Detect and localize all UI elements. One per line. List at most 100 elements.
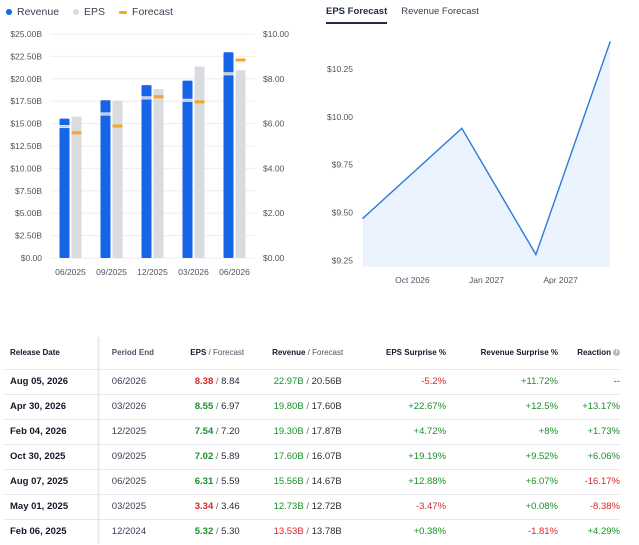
legend-item-forecast[interactable]: Forecast (119, 6, 173, 18)
header-eps-surprise[interactable]: EPS Surprise % (386, 348, 447, 358)
tab-eps-forecast[interactable]: EPS Forecast (326, 6, 388, 24)
value-separator: / (303, 401, 312, 412)
reaction-cell: -16.17% (558, 468, 620, 494)
eps-actual: 8.55 (194, 401, 214, 412)
eps-bar[interactable] (194, 66, 205, 258)
eps-forecast-marker (112, 124, 123, 128)
header-revenue-forecast-label: Forecast (312, 348, 344, 358)
reaction-cell: +13.17% (558, 393, 620, 419)
eps-actual: 3.34 (194, 501, 214, 512)
x-axis-tick-label: 12/2025 (137, 267, 168, 277)
eps-actual: 5.32 (194, 526, 214, 538)
eps-bar[interactable] (112, 100, 123, 258)
header-release-date[interactable]: Release Date (10, 348, 60, 358)
table-row[interactable]: Aug 07, 2025 06/2025 6.31 / 5.59 15.56B / 1… (4, 468, 620, 494)
revenue-bar[interactable] (223, 52, 234, 259)
table-row[interactable]: Feb 04, 2026 12/2025 7.54 / 7.20 19.30B / 1… (4, 418, 620, 444)
table-row[interactable]: Feb 06, 2025 12/2024 5.32 / 5.30 13.53B / 1… (4, 518, 620, 544)
eps-surprise-cell: +19.19% (359, 443, 447, 469)
legend-item-revenue[interactable]: Revenue (6, 6, 59, 18)
eps-bar[interactable] (235, 70, 246, 258)
eps-forecast: 6.97 (221, 401, 240, 412)
revenue-actual: 12.73B (273, 501, 304, 512)
table-row[interactable]: Aug 05, 2026 06/2026 8.38 / 8.84 22.97B / 2… (4, 368, 620, 394)
info-icon[interactable]: i (613, 349, 620, 357)
revenue-forecast: 17.87B (311, 426, 342, 437)
revenue-forecast-line (182, 99, 193, 102)
revenue-forecast: 16.07B (311, 451, 342, 462)
eps-forecast-point[interactable] (535, 253, 537, 256)
period-end-cell: 06/2026 (99, 368, 179, 394)
revenue-surprise-cell: +0.08% (446, 493, 559, 519)
revenue-dot-icon (6, 9, 12, 15)
tab-revenue-forecast[interactable]: Revenue Forecast (401, 6, 479, 17)
column-divider (96, 468, 100, 494)
period-end-cell: 03/2026 (99, 393, 179, 419)
value-separator: / (303, 501, 312, 512)
revenue-forecast: 13.78B (311, 526, 342, 538)
eps-forecast-point[interactable] (609, 41, 611, 43)
revenue-surprise-cell: +6.07% (446, 468, 559, 494)
eps-cell: 6.31 / 5.59 (178, 468, 257, 494)
eps-bar[interactable] (71, 116, 82, 258)
reaction-cell: +1.73% (558, 418, 620, 444)
eps-bar[interactable] (153, 89, 164, 258)
eps-forecast-marker (194, 100, 205, 104)
eps-forecast-line[interactable] (362, 41, 611, 257)
eps-actual: 7.02 (194, 451, 214, 462)
eps-actual: 6.31 (194, 476, 214, 487)
eps-forecast-marker (71, 131, 82, 135)
y-axis-tick-label: $9.50 (332, 207, 354, 217)
revenue-bar[interactable] (59, 118, 70, 258)
table-row[interactable]: May 01, 2025 03/2025 3.34 / 3.46 12.73B / 1… (4, 493, 620, 519)
legend-item-eps[interactable]: EPS (73, 6, 105, 18)
revenue-forecast-line (223, 72, 234, 75)
column-divider (96, 418, 100, 444)
header-eps-forecast-label: Forecast (213, 348, 245, 358)
value-separator: / (213, 451, 222, 462)
x-axis-tick-label: 06/2026 (219, 267, 250, 277)
eps-forecast-point[interactable] (362, 217, 364, 219)
revenue-actual: 19.30B (273, 426, 304, 437)
period-end-cell: 09/2025 (99, 443, 179, 469)
header-revenue-label: Revenue (272, 348, 306, 358)
revenue-cell: 19.30B / 17.87B (256, 418, 360, 444)
revenue-bar[interactable] (100, 100, 111, 258)
table-row[interactable]: Apr 30, 2026 03/2026 8.55 / 6.97 19.80B / 1… (4, 393, 620, 419)
header-revenue-surprise[interactable]: Revenue Surprise % (480, 348, 559, 358)
eps-cell: 5.32 / 5.30 (178, 518, 257, 544)
eps-cell: 7.02 / 5.89 (178, 443, 257, 469)
eps-forecast-marker (235, 58, 246, 62)
eps-forecast-area (363, 42, 610, 267)
revenue-bar[interactable] (141, 85, 152, 259)
table-row[interactable]: Oct 30, 2025 09/2025 7.02 / 5.89 17.60B / 1… (4, 443, 620, 469)
reaction-cell: +4.29% (558, 518, 620, 544)
header-slash: / (208, 348, 213, 358)
table-body: Aug 05, 2026 06/2026 8.38 / 8.84 22.97B / 2… (4, 368, 620, 544)
eps-surprise-cell: +12.88% (359, 468, 447, 494)
header-period-end[interactable]: Period End (111, 348, 155, 358)
revenue-cell: 15.56B / 14.67B (256, 468, 360, 494)
revenue-cell: 17.60B / 16.07B (256, 443, 360, 469)
earnings-history-table: Release Date Period End EPS / Forecast R… (0, 337, 639, 544)
release-date-cell: May 01, 2025 (4, 493, 97, 519)
value-separator: / (303, 376, 312, 387)
value-separator: / (213, 501, 222, 512)
eps-forecast-area-chart: $9.25 $9.50 $9.75 $10.00 $10.25 Oct 2026 Jan 2… (327, 41, 611, 285)
x-axis-tick-label: Jan 2027 (469, 275, 504, 285)
header-reaction[interactable]: Reaction i (558, 337, 620, 369)
left-axis-tick-label: $20.00B (10, 74, 42, 84)
eps-surprise-cell: -3.47% (359, 493, 447, 519)
release-date-cell: Feb 06, 2025 (4, 518, 97, 544)
header-eps[interactable]: EPS / Forecast (178, 337, 256, 369)
eps-forecast: 5.30 (221, 526, 240, 538)
period-end-cell: 12/2024 (99, 518, 179, 544)
eps-forecast-point[interactable] (461, 127, 463, 130)
revenue-surprise-cell: +11.72% (446, 368, 559, 394)
right-axis-tick-label: $4.00 (263, 163, 285, 173)
value-separator: / (303, 526, 312, 538)
revenue-bar[interactable] (182, 80, 193, 258)
header-slash: / (307, 348, 313, 358)
header-revenue[interactable]: Revenue / Forecast (256, 337, 359, 369)
revenue-surprise-cell: +8% (446, 418, 559, 444)
